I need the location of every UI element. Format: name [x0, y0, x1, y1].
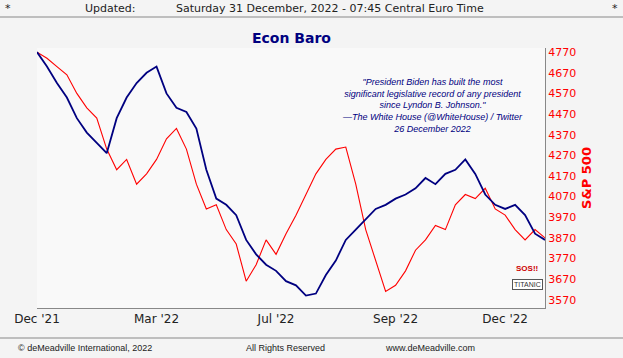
svg-text:*: * [612, 2, 618, 15]
svg-text:Econ Baro: Econ Baro [252, 30, 331, 46]
svg-text:4570: 4570 [548, 87, 576, 100]
svg-text:3770: 3770 [548, 252, 576, 265]
svg-text:4670: 4670 [548, 67, 576, 80]
svg-text:4270: 4270 [548, 149, 576, 162]
svg-text:© deMeadville International, 2: © deMeadville International, 2022 [18, 343, 152, 353]
svg-text:"President Biden has built the: "President Biden has built the mostsigni… [342, 77, 523, 134]
svg-text:Dec '21: Dec '21 [14, 312, 60, 326]
svg-text:4770: 4770 [548, 46, 576, 59]
svg-text:4170: 4170 [548, 170, 576, 183]
svg-text:3670: 3670 [548, 273, 576, 286]
svg-text:*: * [5, 2, 11, 15]
svg-text:Updated:: Updated: [85, 2, 136, 15]
svg-text:3570: 3570 [548, 294, 576, 307]
svg-text:SOS!!: SOS!! [516, 264, 538, 273]
svg-text:Saturday 31 December, 2022 - 0: Saturday 31 December, 2022 - 07:45 Centr… [176, 2, 484, 15]
svg-text:www.deMeadville.com: www.deMeadville.com [385, 343, 475, 353]
svg-text:All Rights Reserved: All Rights Reserved [246, 343, 325, 353]
svg-text:3970: 3970 [548, 211, 576, 224]
svg-text:TITANIC: TITANIC [514, 281, 541, 288]
svg-text:4470: 4470 [548, 108, 576, 121]
svg-text:4070: 4070 [548, 190, 576, 203]
svg-text:3870: 3870 [548, 232, 576, 245]
svg-text:Dec '22: Dec '22 [482, 312, 528, 326]
svg-text:Mar '22: Mar '22 [134, 312, 179, 326]
svg-text:S&P 500: S&P 500 [579, 147, 594, 209]
svg-text:4370: 4370 [548, 129, 576, 142]
svg-text:Jul '22: Jul '22 [257, 312, 295, 326]
svg-text:Sep '22: Sep '22 [373, 312, 418, 326]
